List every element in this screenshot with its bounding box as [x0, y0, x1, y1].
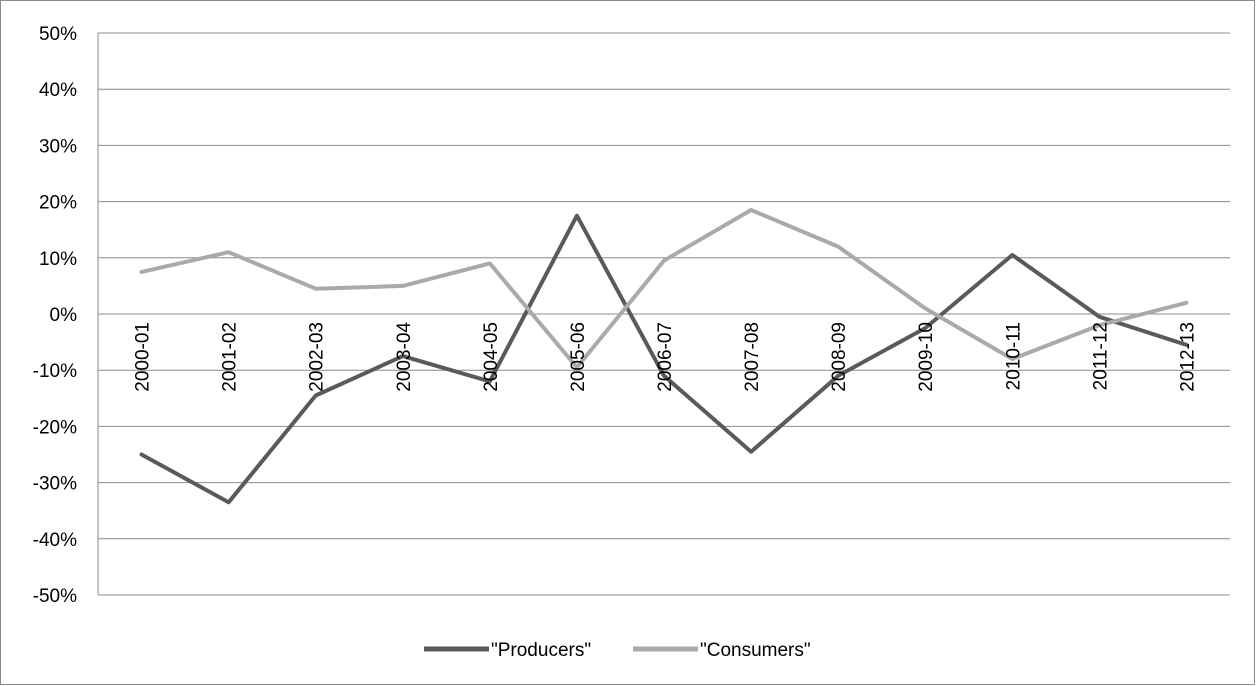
y-tick-label: -30%	[33, 474, 77, 495]
y-tick-label: -40%	[33, 530, 77, 551]
gridlines	[98, 32, 1230, 596]
series-lines	[139, 208, 1189, 505]
y-tick-label: -50%	[33, 586, 77, 607]
x-tick-label: 2006-07	[655, 322, 676, 392]
x-tick-label: 2002-03	[307, 322, 328, 392]
x-tick-label: 2008-09	[829, 322, 850, 392]
y-tick-label: 0%	[50, 305, 78, 326]
x-tick-label: 2010-11	[1003, 322, 1024, 390]
x-tick-label: 2007-08	[742, 322, 763, 392]
y-tick-label: 10%	[39, 249, 77, 270]
x-tick-label: 2009-10	[916, 322, 937, 392]
x-tick-label: 2000-01	[133, 322, 154, 392]
y-tick-label: 40%	[39, 80, 77, 101]
x-tick-label: 2005-06	[568, 322, 589, 392]
y-tick-label: 30%	[39, 136, 77, 157]
x-tick-label: 2003-04	[394, 322, 415, 392]
series-line-producers	[139, 213, 1189, 505]
y-tick-label: 20%	[39, 193, 77, 214]
legend: "Producers" "Consumers"	[424, 640, 811, 661]
y-axis-tick-labels: 50% 40% 30% 20% 10% 0% -10% -20% -30% -40% -50%	[33, 24, 77, 607]
x-tick-label: 2011-12	[1090, 322, 1111, 390]
legend-label-consumers: "Consumers"	[700, 640, 811, 661]
series-line-consumers	[139, 208, 1189, 370]
legend-label-producers: "Producers"	[491, 640, 591, 661]
x-tick-label: 2004-05	[481, 322, 502, 392]
x-tick-label: 2012-13	[1177, 322, 1198, 392]
y-tick-label: -20%	[33, 417, 77, 438]
x-tick-label: 2001-02	[220, 322, 241, 392]
y-tick-label: -10%	[33, 361, 77, 382]
x-axis-tick-labels: 2000-01 2001-02 2002-03 2003-04 2004-05 2005-…	[133, 322, 1199, 392]
y-tick-label: 50%	[39, 24, 77, 45]
